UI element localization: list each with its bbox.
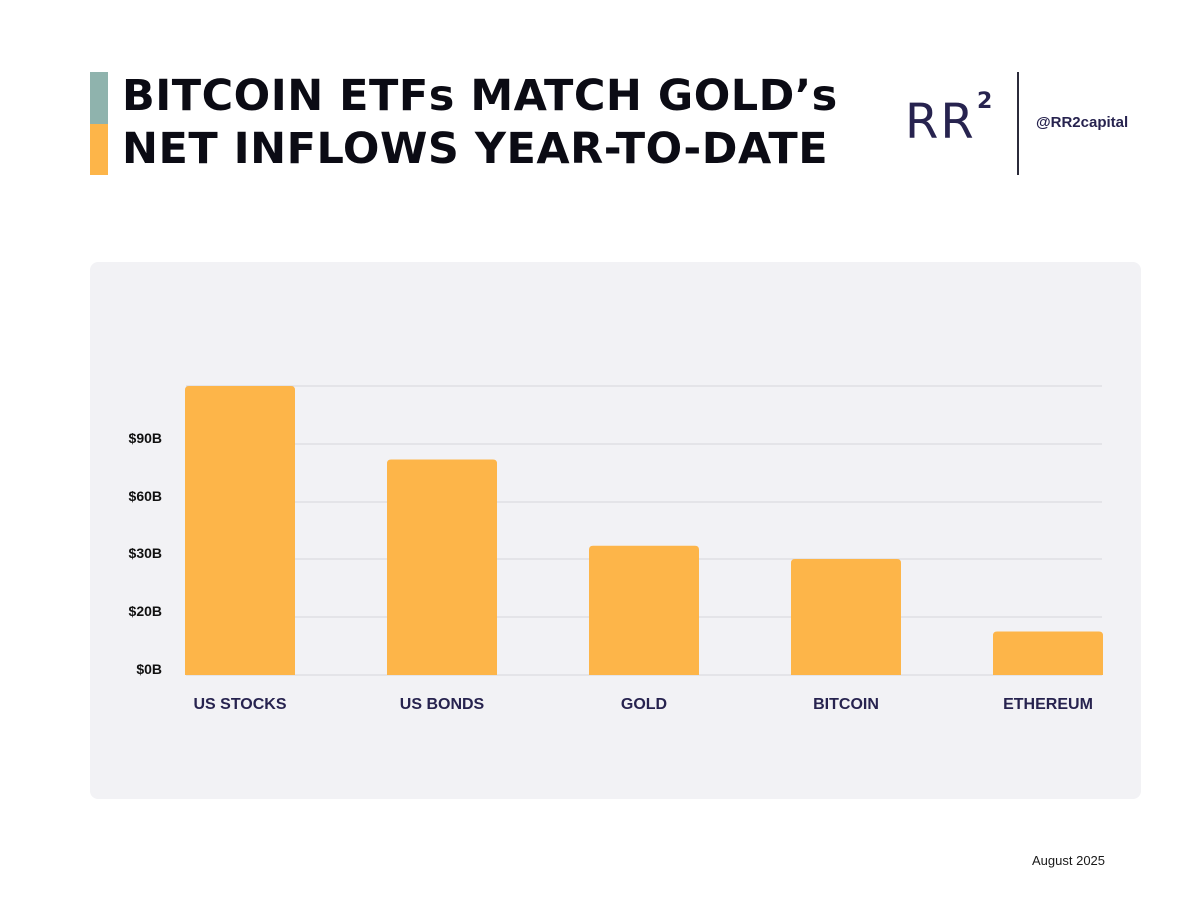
logo-wordmark: RR bbox=[905, 94, 976, 150]
accent-segment-top bbox=[90, 72, 108, 124]
title-accent-bar bbox=[90, 72, 108, 175]
y-tick-label: $20B bbox=[129, 603, 162, 619]
y-tick-label: $30B bbox=[129, 545, 162, 561]
rr2-logo: RR 2 bbox=[905, 89, 1005, 155]
bar-ethereum bbox=[993, 631, 1103, 675]
accent-segment-bottom bbox=[90, 124, 108, 175]
logo-superscript: 2 bbox=[977, 89, 993, 114]
bar-bitcoin bbox=[791, 559, 901, 675]
y-tick-label: $0B bbox=[136, 661, 162, 677]
bar-us-stocks bbox=[185, 386, 295, 675]
page-title: BITCOIN ETFs MATCH GOLD’s NET INFLOWS YE… bbox=[122, 70, 882, 176]
chart-panel: $0B $20B $30B $60B $90B US STOCKS US BONDS GOLD… bbox=[90, 262, 1141, 799]
x-category-label: BITCOIN bbox=[813, 696, 879, 713]
x-category-label: US STOCKS bbox=[193, 696, 286, 713]
footer-date: August 2025 bbox=[1032, 853, 1106, 868]
y-tick-label: $60B bbox=[129, 488, 162, 504]
bar-chart: $0B $20B $30B $60B $90B US STOCKS US BONDS GOLD… bbox=[129, 385, 1103, 713]
header-divider bbox=[1017, 72, 1019, 175]
social-handle: @RR2capital bbox=[1036, 114, 1129, 131]
x-category-label: GOLD bbox=[621, 696, 667, 713]
title-line-2: NET INFLOWS YEAR-TO-DATE bbox=[122, 124, 829, 174]
bar-us-bonds bbox=[387, 459, 497, 675]
x-category-label: ETHEREUM bbox=[1003, 696, 1093, 713]
bar-gold bbox=[589, 545, 699, 675]
y-tick-label: $90B bbox=[129, 430, 162, 446]
x-category-label: US BONDS bbox=[400, 696, 485, 713]
title-line-1: BITCOIN ETFs MATCH GOLD’s bbox=[122, 71, 838, 121]
